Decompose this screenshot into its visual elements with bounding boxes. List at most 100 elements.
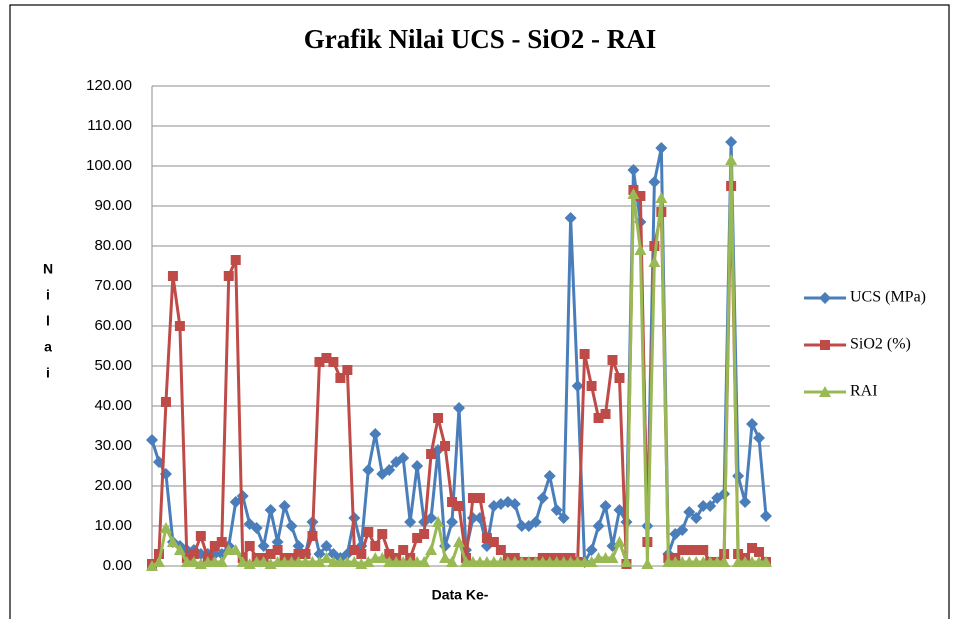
marker-square [426,449,437,459]
y-axis-label-letter: a [44,339,52,355]
marker-triangle [152,556,165,567]
marker-square [195,531,206,541]
marker-diamond [453,402,465,414]
y-tick-label: 10.00 [94,517,132,534]
marker-square [481,533,492,543]
marker-triangle [613,536,626,547]
marker-triangle [215,556,228,567]
marker-triangle [725,154,738,165]
marker-diamond [753,432,766,444]
marker-diamond [627,164,640,176]
marker-square [684,545,695,555]
marker-diamond [536,492,549,504]
marker-square [614,373,625,383]
marker-square [600,409,611,419]
y-tick-label: 70.00 [94,277,132,294]
y-tick-label: 90.00 [94,197,132,214]
marker-square [649,241,660,251]
marker-diamond [446,516,459,528]
marker-square [447,497,458,507]
marker-square [293,549,304,559]
marker-diamond [278,500,291,512]
y-tick-label: 110.00 [87,117,132,134]
marker-diamond [676,524,689,536]
marker-square [321,353,332,363]
marker-diamond [411,460,424,472]
marker-square [223,271,234,281]
legend-label: SiO2 (%) [850,336,911,353]
chart-title: Grafik Nilai UCS - SiO2 - RAI [304,24,657,54]
marker-square [419,529,430,539]
marker-square [272,545,283,555]
marker-square [433,413,444,423]
marker-square [747,543,758,553]
marker-square [300,549,311,559]
marker-triangle [627,188,640,199]
marker-square [488,537,499,547]
marker-diamond [250,522,263,534]
marker-square [153,549,164,559]
marker-diamond [819,292,831,304]
marker-diamond [746,418,759,430]
marker-triangle [425,544,438,555]
marker-square [265,549,276,559]
marker-triangle [718,556,731,567]
marker-diamond [383,464,396,476]
marker-square [307,531,318,541]
marker-diamond [146,434,158,446]
marker-diamond [683,506,696,518]
marker-triangle [585,556,598,567]
marker-diamond [760,510,772,522]
marker-square [314,357,325,367]
marker-diamond [264,504,277,516]
marker-triangle [634,244,647,255]
marker-diamond [362,464,375,476]
y-axis-label-letter: i [46,287,50,303]
marker-diamond [550,504,563,516]
marker-diamond [571,380,584,392]
marker-square [377,529,388,539]
marker-triangle [606,552,619,563]
y-tick-label: 40.00 [94,397,132,414]
marker-square [593,413,604,423]
marker-triangle [146,560,158,571]
marker-square [412,533,423,543]
marker-square [230,255,241,265]
y-tick-label: 30.00 [94,437,132,454]
marker-triangle [173,544,186,555]
marker-square [328,357,339,367]
marker-triangle [236,556,249,567]
marker-diamond [690,512,703,524]
marker-square [398,545,409,555]
marker-square [495,545,506,555]
marker-triangle [257,556,270,567]
marker-triangle [439,552,452,563]
y-axis-label-letter: l [46,313,50,329]
marker-diamond [320,540,333,552]
marker-square [607,355,618,365]
marker-square [174,321,185,331]
y-axis-label-letter: i [46,365,50,381]
marker-square [698,545,709,555]
y-tick-label: 80.00 [94,237,132,254]
marker-square [820,340,830,350]
chart-border [9,4,950,624]
marker-square [635,191,646,201]
y-tick-label: 100.00 [86,157,132,174]
marker-diamond [515,520,528,532]
marker-diamond [397,452,410,464]
marker-diamond [704,500,717,512]
marker-square [216,537,227,547]
marker-diamond [585,544,598,556]
marker-diamond [648,176,661,188]
marker-square [454,501,464,511]
marker-square [677,545,688,555]
y-tick-label: 20.00 [94,477,132,494]
marker-square [384,549,395,559]
marker-diamond [697,500,710,512]
marker-diamond [599,500,612,512]
marker-triangle [313,556,326,567]
marker-square [160,397,171,407]
